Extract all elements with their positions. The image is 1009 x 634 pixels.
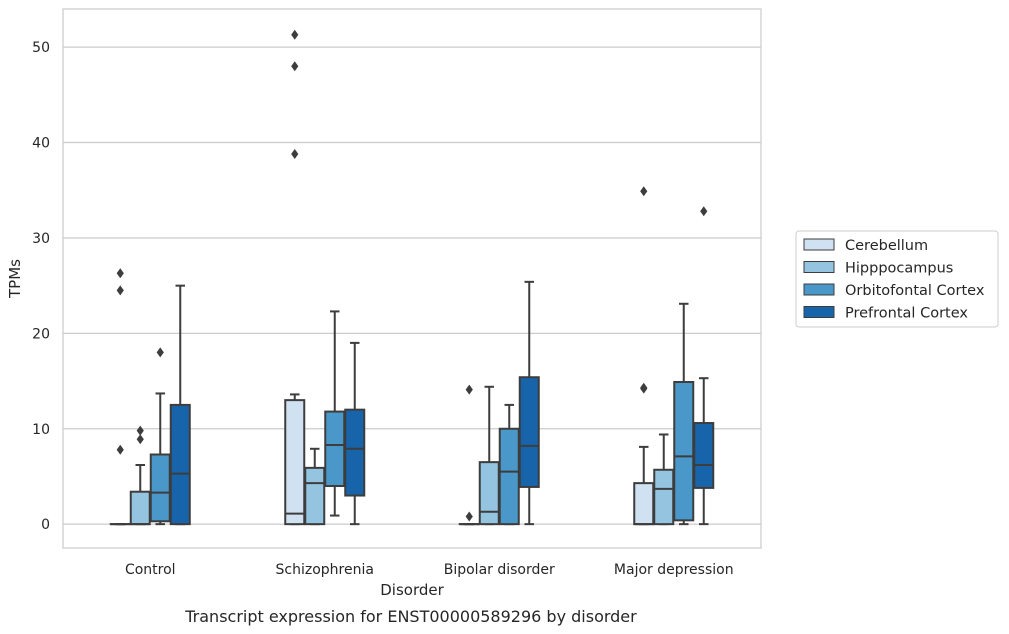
y-tick-label: 0 xyxy=(41,517,50,533)
outlier-point xyxy=(465,384,473,395)
outlier-point xyxy=(156,347,164,358)
box-cerebellum xyxy=(284,29,306,526)
iqr-box xyxy=(518,376,540,488)
legend-swatch xyxy=(803,306,835,318)
legend-label: Prefrontal Cortex xyxy=(845,306,968,322)
iqr-box xyxy=(169,403,191,526)
legend-label: Cerebellum xyxy=(845,238,928,254)
iqr-box xyxy=(693,422,715,489)
iqr-box xyxy=(653,468,675,526)
iqr-box xyxy=(633,482,655,526)
box-cerebellum xyxy=(633,186,655,526)
box-cerebellum xyxy=(458,384,480,526)
box-orbitofontal-cortex xyxy=(498,403,520,526)
outlier-point xyxy=(700,206,708,217)
x-axis-ticks: Control Schizophrenia Bipolar disorder Majo… xyxy=(125,562,734,578)
box-hipppocampus xyxy=(304,447,326,526)
iqr-box xyxy=(284,399,306,526)
y-tick-label: 40 xyxy=(32,136,50,152)
y-tick-label: 50 xyxy=(32,40,50,56)
y-tick-label: 10 xyxy=(32,422,50,438)
x-tick-label: Schizophrenia xyxy=(276,562,374,578)
plot-area-frame xyxy=(62,8,762,549)
legend-label: Hipppocampus xyxy=(845,261,953,277)
outlier-point xyxy=(116,444,124,455)
box-prefrontal-cortex xyxy=(344,341,366,526)
outlier-point xyxy=(116,268,124,279)
y-tick-label: 30 xyxy=(32,231,50,247)
y-axis-ticks: 0 10 20 30 40 50 xyxy=(32,40,50,533)
box-prefrontal-cortex xyxy=(169,284,191,526)
outlier-point xyxy=(136,434,144,445)
iqr-box xyxy=(478,461,500,526)
legend-swatch xyxy=(803,261,835,273)
outlier-point xyxy=(640,186,648,197)
iqr-box xyxy=(324,410,346,487)
gridlines xyxy=(63,46,761,525)
box-hipppocampus xyxy=(129,425,151,526)
outlier-point xyxy=(116,285,124,296)
box-orbitofontal-cortex xyxy=(149,347,171,526)
box-hipppocampus xyxy=(653,433,675,526)
box-orbitofontal-cortex xyxy=(324,310,346,517)
x-axis-title: Disorder xyxy=(380,581,444,599)
outlier-point xyxy=(136,425,144,436)
outlier-point xyxy=(640,382,648,393)
box-hipppocampus xyxy=(478,385,500,526)
iqr-box xyxy=(673,381,695,522)
x-tick-label: Control xyxy=(125,562,176,578)
box-prefrontal-cortex xyxy=(693,206,715,526)
legend-swatch xyxy=(803,238,835,251)
chart-caption: Transcript expression for ENST0000058929… xyxy=(184,607,637,626)
iqr-box xyxy=(304,466,326,526)
y-tick-label: 20 xyxy=(32,326,50,342)
iqr-box xyxy=(129,490,151,526)
outlier-point xyxy=(465,511,473,522)
boxes xyxy=(109,29,715,526)
box-prefrontal-cortex xyxy=(518,280,540,526)
outlier-point xyxy=(291,149,299,160)
box-cerebellum xyxy=(109,268,131,526)
x-tick-label: Major depression xyxy=(614,562,734,578)
outlier-point xyxy=(291,61,299,72)
legend: Cerebellum Hipppocampus Orbitofontal Corte… xyxy=(795,230,999,328)
x-tick-label: Bipolar disorder xyxy=(444,562,555,578)
box-orbitofontal-cortex xyxy=(673,302,695,526)
legend-frame xyxy=(795,230,999,328)
legend-label: Orbitofontal Cortex xyxy=(845,283,985,299)
iqr-box xyxy=(149,453,171,523)
outlier-point xyxy=(291,29,299,40)
iqr-box xyxy=(344,408,366,497)
legend-swatch xyxy=(803,283,835,296)
iqr-box xyxy=(498,427,520,526)
y-axis-title: TPMs xyxy=(6,259,24,299)
